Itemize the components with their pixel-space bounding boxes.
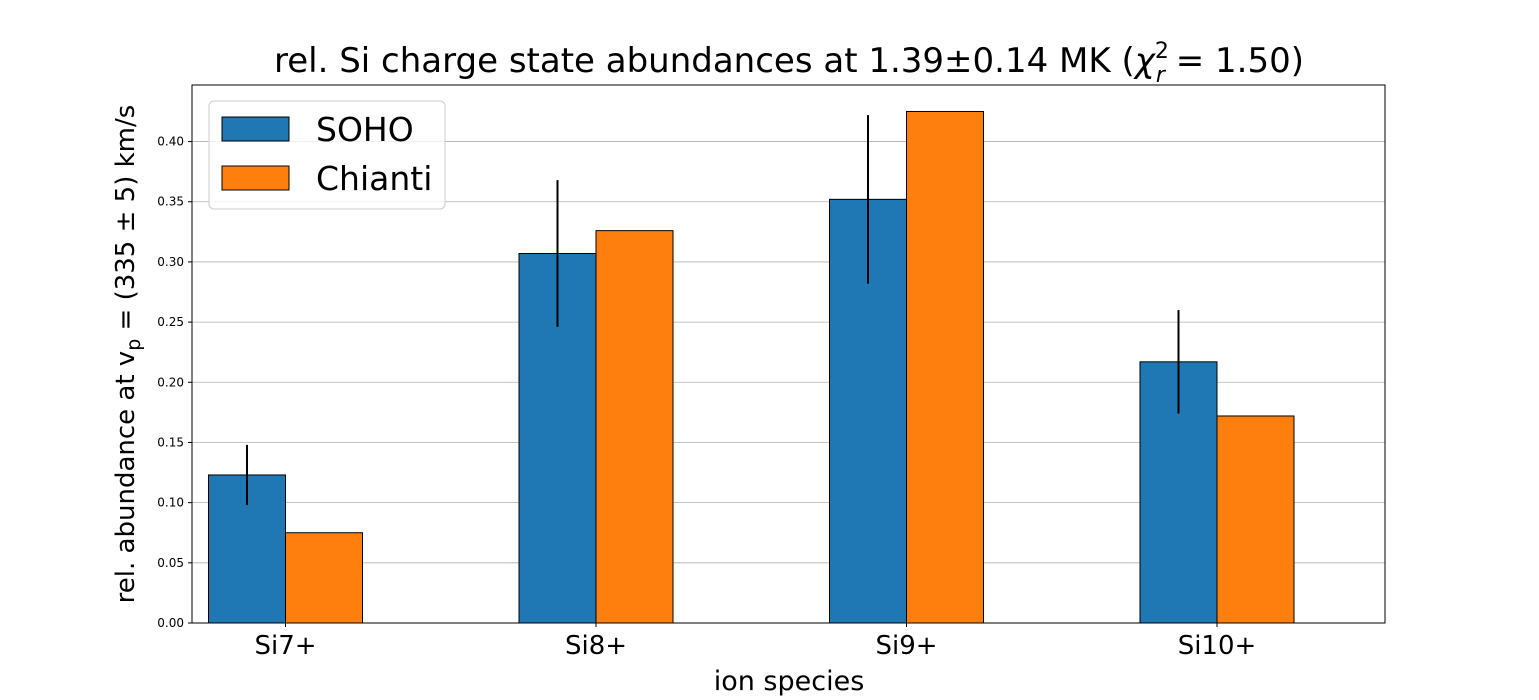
plot-frame bbox=[191, 84, 1386, 624]
y-tick-label: 0.30 bbox=[157, 255, 184, 269]
x-tick-label: Si9+ bbox=[875, 631, 937, 661]
x-tick-label: Si7+ bbox=[254, 631, 316, 661]
legend: SOHO Chianti bbox=[208, 100, 446, 210]
y-axis-ticks: 0.00 0.05 0.10 0.15 0.20 0.25 0.30 0.35 0.40 bbox=[157, 135, 192, 630]
legend-swatch-chianti bbox=[221, 165, 290, 191]
x-axis-label: ion species bbox=[714, 666, 865, 697]
y-tick-label: 0.20 bbox=[157, 375, 184, 389]
y-tick-label: 0.35 bbox=[157, 195, 184, 209]
legend-swatch-soho bbox=[221, 116, 290, 142]
y-tick-label: 0.05 bbox=[157, 556, 184, 570]
legend-label-soho: SOHO bbox=[316, 110, 414, 149]
bar-chianti-si8plus bbox=[595, 230, 674, 624]
y-tick-label: 0.00 bbox=[157, 616, 184, 630]
bar-chianti-si10plus bbox=[1216, 415, 1295, 624]
bar-chianti-si9plus bbox=[906, 110, 984, 624]
error-bars bbox=[246, 115, 1180, 506]
y-tick-label: 0.15 bbox=[157, 435, 184, 449]
y-tick-label: 0.10 bbox=[157, 496, 184, 510]
legend-label-chianti: Chianti bbox=[316, 159, 432, 198]
y-tick-label: 0.40 bbox=[157, 135, 184, 149]
x-tick-label: Si8+ bbox=[565, 631, 627, 661]
y-axis-label: rel. abundance at vp = (335 ± 5) km/s bbox=[111, 105, 145, 604]
x-tick-label: Si10+ bbox=[1178, 631, 1257, 661]
bar-chianti-si7plus bbox=[285, 532, 363, 624]
chart-title: rel. Si charge state abundances at 1.39±… bbox=[274, 39, 1304, 88]
y-tick-label: 0.25 bbox=[157, 315, 184, 329]
x-axis-ticks: Si7+ Si8+ Si9+ Si10+ bbox=[254, 623, 1256, 661]
